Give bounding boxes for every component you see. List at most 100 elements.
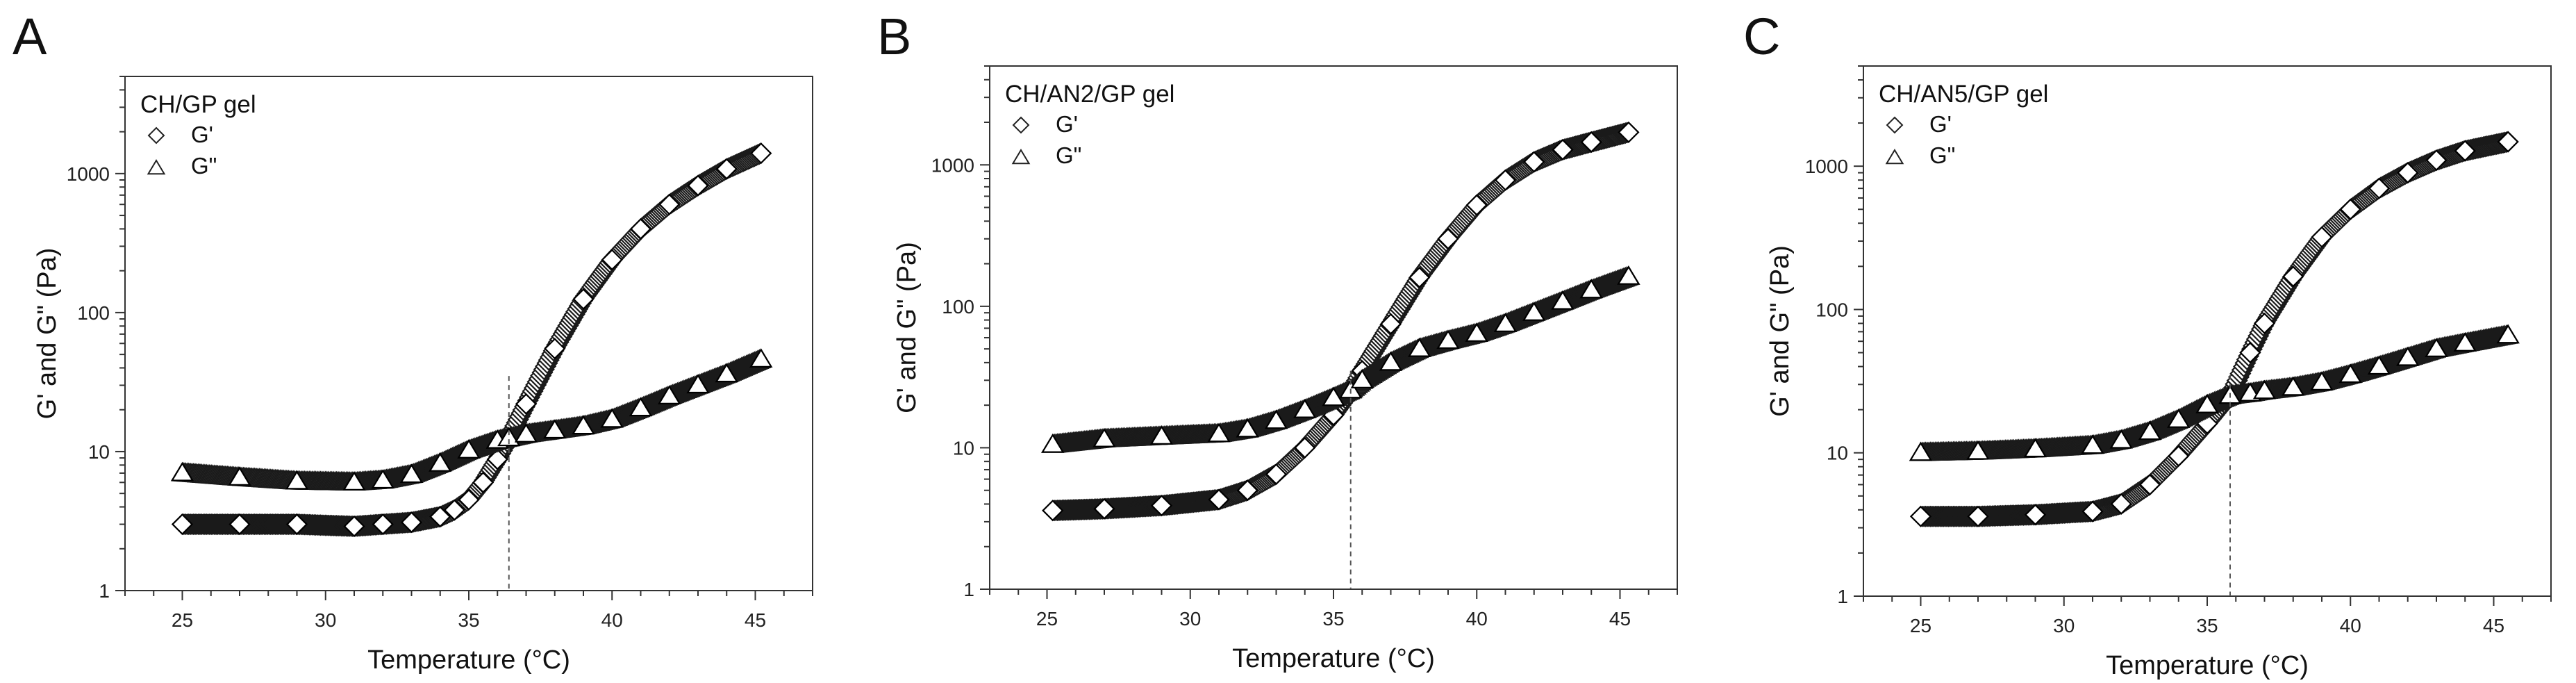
y-axis-label: G' and G" (Pa)	[33, 248, 62, 420]
y-tick-label: 10	[953, 437, 974, 459]
x-tick-label: 35	[2196, 615, 2218, 636]
data-point	[2239, 341, 2261, 364]
data-point	[1465, 194, 1488, 216]
data-point	[342, 471, 366, 491]
y-tick-label: 1000	[931, 154, 974, 176]
data-point	[687, 174, 709, 197]
x-tick-label: 30	[315, 609, 336, 631]
legend-title: CH/AN5/GP gel	[1879, 81, 2048, 108]
y-tick-label: 1	[963, 579, 974, 600]
data-point	[1408, 338, 1431, 357]
data-point	[1093, 497, 1115, 520]
data-point	[600, 408, 624, 428]
data-point	[2310, 371, 2334, 390]
data-point	[343, 515, 365, 538]
series-g-prime	[1042, 121, 1640, 522]
data-point	[2110, 493, 2132, 515]
data-point	[544, 338, 566, 360]
data-point	[1208, 488, 1230, 511]
data-point	[1618, 121, 1640, 143]
legend-title: CH/GP gel	[140, 91, 256, 118]
x-tick-label: 30	[1179, 608, 1201, 629]
data-point	[429, 506, 451, 528]
data-point	[1522, 302, 1546, 321]
data-point	[1149, 425, 1174, 445]
data-point	[2338, 363, 2362, 384]
data-point	[1494, 169, 1517, 191]
data-point	[228, 513, 251, 536]
data-point	[1041, 433, 1065, 453]
data-point	[1436, 329, 1460, 349]
data-point	[429, 452, 452, 472]
legend-label-g-prime: G'	[1056, 111, 1078, 137]
data-point	[171, 513, 194, 536]
panel-letter: A	[13, 8, 47, 65]
y-tick-label: 1000	[67, 163, 110, 185]
series-g-double-prime	[1909, 324, 2520, 461]
legend-marker-g-double-prime	[1885, 149, 1904, 165]
legend-label-g-prime: G'	[191, 122, 213, 147]
data-point	[572, 415, 595, 435]
data-point	[1580, 131, 1602, 153]
data-point	[371, 469, 394, 489]
data-point	[515, 393, 538, 415]
data-point	[1579, 279, 1603, 299]
data-point	[686, 374, 710, 394]
legend-label-g-double-prime: G"	[191, 153, 217, 179]
data-point	[497, 427, 521, 447]
data-point	[1294, 436, 1316, 459]
data-point	[629, 217, 652, 240]
data-point	[2367, 355, 2391, 375]
data-point	[2454, 140, 2476, 162]
legend-label-g-double-prime: G"	[1929, 142, 1955, 168]
data-point	[1150, 495, 1173, 517]
series-g-prime	[171, 142, 772, 538]
data-point	[2253, 312, 2276, 334]
data-point	[1465, 322, 1488, 342]
data-point	[1236, 418, 1259, 438]
data-point	[2168, 445, 2190, 467]
data-point	[285, 513, 308, 536]
data-point	[1293, 398, 1317, 418]
y-tick-label: 100	[77, 302, 110, 324]
data-point	[2282, 265, 2304, 288]
data-point	[1042, 500, 1064, 522]
plot-frame	[124, 76, 813, 591]
data-point	[1966, 440, 1990, 460]
panel-letter: B	[877, 8, 911, 65]
legend-marker-g-prime	[1012, 116, 1030, 134]
data-point	[1264, 409, 1288, 429]
data-point	[1909, 505, 1932, 527]
series-g-prime	[1909, 131, 2519, 527]
data-point	[2396, 346, 2420, 366]
x-tick-label: 45	[745, 609, 766, 631]
y-tick-label: 10	[88, 441, 110, 463]
data-point	[2138, 420, 2162, 441]
data-point	[1617, 265, 1640, 285]
data-point	[2024, 504, 2047, 526]
x-axis-label: Temperature (°C)	[367, 645, 570, 675]
data-point	[2496, 324, 2520, 344]
chart-panel-b: B 25 30 35 40 45 1 10 100 1000 Temperature (°C) G' …	[877, 8, 1678, 673]
data-point	[1379, 313, 1402, 335]
x-tick-label: 25	[1910, 615, 1931, 636]
data-point	[514, 423, 538, 443]
legend-label-g-double-prime: G"	[1056, 142, 1081, 168]
data-point	[2023, 438, 2047, 458]
data-point	[486, 448, 508, 470]
series-g-double-prime	[170, 348, 773, 491]
legend-marker-g-prime	[1886, 116, 1904, 134]
data-point	[629, 397, 653, 417]
x-tick-label: 45	[2483, 615, 2504, 636]
x-tick-label: 25	[1036, 608, 1058, 629]
data-point	[572, 288, 595, 311]
data-point	[2497, 131, 2519, 153]
data-point	[170, 461, 194, 482]
data-point	[1551, 290, 1574, 310]
y-tick-label: 1	[99, 580, 110, 602]
x-axis-label: Temperature (°C)	[2106, 651, 2309, 680]
data-point	[2252, 379, 2277, 400]
x-tick-label: 25	[172, 609, 193, 631]
chart-panel-c: C 25 30 35 40 45 1 10 100 1000 Temperature (°C) G' …	[1743, 8, 2552, 680]
